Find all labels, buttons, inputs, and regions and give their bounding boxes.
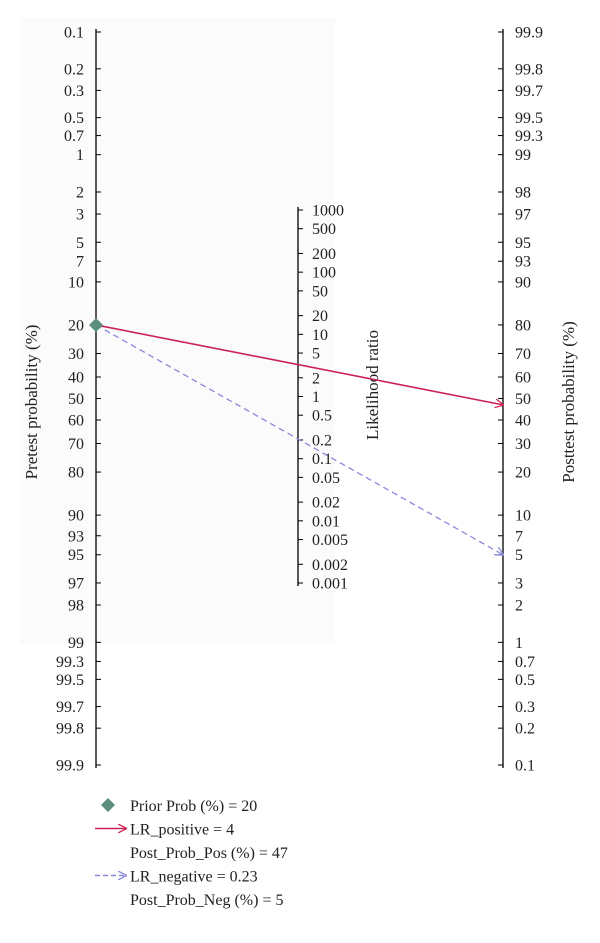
middle-axis-tick-label: 5 <box>312 346 320 363</box>
right-axis-tick-label: 0.3 <box>515 699 535 716</box>
left-axis-tick-label: 50 <box>68 391 84 408</box>
right-axis-tick-label: 20 <box>515 465 531 482</box>
legend: Prior Prob (%) = 20 LR_positive = 4 Post_P… <box>95 798 288 909</box>
right-axis-tick-label: 50 <box>515 391 531 408</box>
middle-axis-tick-label: 1000 <box>312 203 344 220</box>
right-axis-tick-label: 97 <box>515 207 531 224</box>
left-axis-tick-label: 3 <box>76 207 84 224</box>
legend-entry-text: Prior Prob (%) = 20 <box>130 798 257 815</box>
right-axis: 99.999.899.799.599.399989795939080706050… <box>498 25 543 775</box>
left-axis-tick-label: 30 <box>68 346 84 363</box>
right-axis-tick-label: 2 <box>515 598 523 615</box>
right-axis-tick-label: 30 <box>515 436 531 453</box>
middle-axis-tick-label: 0.002 <box>312 557 348 574</box>
right-axis-tick-label: 0.5 <box>515 672 535 689</box>
middle-axis-tick-label: 500 <box>312 221 336 238</box>
middle-axis-tick-label: 200 <box>312 246 336 263</box>
right-axis-tick-label: 70 <box>515 346 531 363</box>
middle-axis-tick-label: 20 <box>312 308 328 325</box>
left-axis-tick-label: 20 <box>68 317 84 334</box>
middle-axis-tick-label: 0.02 <box>312 495 340 512</box>
left-axis-tick-label: 90 <box>68 508 84 525</box>
right-axis-tick-label: 60 <box>515 369 531 386</box>
left-axis-tick-label: 99.7 <box>56 699 84 716</box>
middle-axis-tick-label: 50 <box>312 283 328 300</box>
middle-axis-tick-label: 0.005 <box>312 532 348 549</box>
left-axis-tick-label: 93 <box>68 528 84 545</box>
middle-axis-tick-label: 2 <box>312 370 320 387</box>
left-axis-tick-label: 99.9 <box>56 758 84 775</box>
lr-negative-line <box>95 324 503 555</box>
left-axis-tick-label: 97 <box>68 575 84 592</box>
middle-axis-tick-label: 10 <box>312 327 328 344</box>
middle-axis-label: Likelihood ratio <box>363 330 382 440</box>
left-axis-tick-label: 95 <box>68 547 84 564</box>
right-axis-tick-label: 95 <box>515 235 531 252</box>
middle-axis-tick-label: 0.5 <box>312 408 332 425</box>
left-axis-tick-label: 40 <box>68 369 84 386</box>
right-axis-tick-label: 99.9 <box>515 25 543 42</box>
right-axis-tick-label: 99.5 <box>515 110 543 127</box>
left-axis: 0.1 0.2 0.3 0.50.7 1 2 3 5 7 10 20 30 40 50 60 70 80 90 93… <box>56 25 101 775</box>
right-axis-label: Posttest probability (%) <box>559 321 578 482</box>
series-lines <box>89 317 503 555</box>
left-axis-tick-label: 2 <box>76 184 84 201</box>
middle-axis-tick-label: 100 <box>312 265 336 282</box>
middle-axis: 10005002001005020105210.50.20.10.050.020… <box>297 203 348 593</box>
left-axis-tick-label: 0.7 <box>64 128 84 145</box>
left-axis-tick-label: 98 <box>68 598 84 615</box>
right-axis-tick-label: 99.7 <box>515 83 543 100</box>
left-axis-tick-label: 1 <box>76 147 84 164</box>
right-axis-tick-label: 40 <box>515 413 531 430</box>
right-axis-tick-label: 80 <box>515 317 531 334</box>
left-axis-label: Pretest probability (%) <box>22 325 41 480</box>
right-axis-tick-label: 3 <box>515 575 523 592</box>
plot-shade <box>20 18 335 643</box>
right-axis-tick-label: 0.1 <box>515 758 535 775</box>
left-axis-tick-label: 0.3 <box>64 83 84 100</box>
legend-entry-text: Post_Prob_Neg (%) = 5 <box>130 892 283 909</box>
lr-positive-line <box>95 324 503 405</box>
left-axis-tick-label: 70 <box>68 436 84 453</box>
right-axis-tick-label: 99 <box>515 147 531 164</box>
left-axis-tick-label: 0.5 <box>64 110 84 127</box>
middle-axis-tick-label: 0.01 <box>312 513 340 530</box>
left-axis-tick-label: 99.8 <box>56 721 84 738</box>
right-axis-tick-label: 0.2 <box>515 721 535 738</box>
legend-entry-text: LR_negative = 0.23 <box>130 869 258 886</box>
right-axis-tick-label: 1 <box>515 635 523 652</box>
right-axis-tick-label: 99.3 <box>515 128 543 145</box>
left-axis-tick-label: 5 <box>76 235 84 252</box>
left-axis-tick-label: 99 <box>68 635 84 652</box>
left-axis-tick-label: 0.2 <box>64 61 84 78</box>
prior-prob-marker <box>89 317 103 332</box>
left-axis-tick-label: 60 <box>68 413 84 430</box>
right-axis-tick-label: 90 <box>515 274 531 291</box>
middle-axis-tick-label: 0.05 <box>312 470 340 487</box>
right-axis-tick-label: 10 <box>515 508 531 525</box>
left-axis-tick-label: 7 <box>76 254 84 271</box>
middle-axis-tick-label: 0.2 <box>312 432 332 449</box>
middle-axis-tick-label: 1 <box>312 389 320 406</box>
right-axis-tick-label: 99.8 <box>515 61 543 78</box>
left-axis-tick-label: 99.5 <box>56 672 84 689</box>
right-axis-tick-label: 93 <box>515 254 531 271</box>
right-axis-tick-label: 5 <box>515 547 523 564</box>
middle-axis-tick-label: 0.001 <box>312 576 348 593</box>
left-axis-tick-label: 0.1 <box>64 25 84 42</box>
middle-axis-tick-label: 0.1 <box>312 451 332 468</box>
left-axis-tick-label: 99.3 <box>56 654 84 671</box>
right-axis-tick-label: 0.7 <box>515 654 535 671</box>
right-axis-tick-label: 7 <box>515 528 523 545</box>
legend-entry-text: LR_positive = 4 <box>130 822 234 839</box>
right-axis-tick-label: 98 <box>515 184 531 201</box>
legend-entry-text: Post_Prob_Pos (%) = 47 <box>130 845 288 862</box>
left-axis-tick-label: 10 <box>68 274 84 291</box>
left-axis-tick-label: 80 <box>68 465 84 482</box>
legend-diamond-icon <box>101 798 115 812</box>
